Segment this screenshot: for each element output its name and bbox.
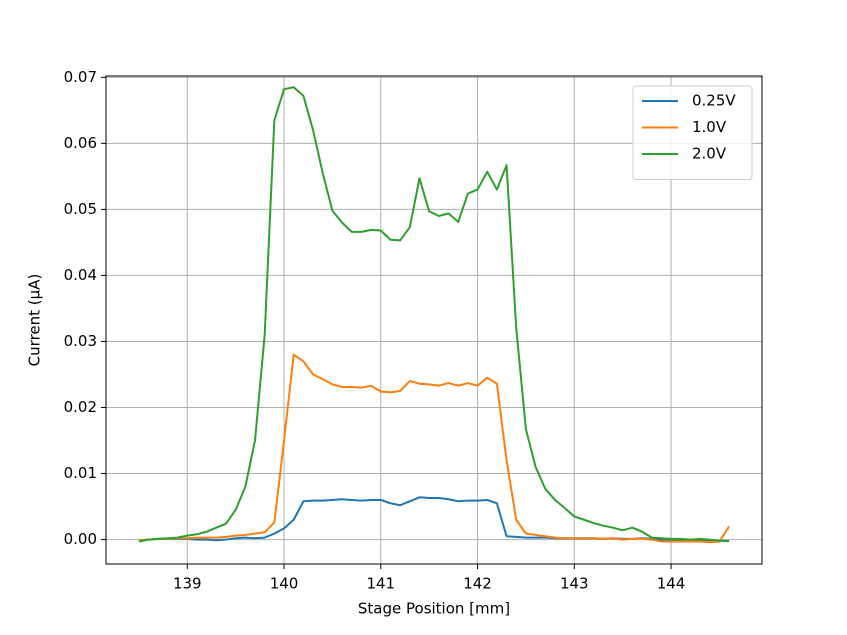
y-tick-label: 0.01 xyxy=(64,464,97,482)
data-line xyxy=(138,353,730,544)
x-tick-label: 139 xyxy=(173,575,202,593)
y-tick-label: 0.07 xyxy=(64,68,97,86)
y-tick-label: 0.06 xyxy=(64,134,97,152)
y-tick-label: 0.04 xyxy=(64,266,97,284)
y-tick-label: 0.05 xyxy=(64,200,97,218)
x-axis-label: Stage Position [mm] xyxy=(358,600,510,618)
data-line xyxy=(138,496,730,542)
plot-frame xyxy=(105,75,763,565)
y-tick-label: 0.02 xyxy=(64,398,97,416)
x-tick-label: 143 xyxy=(560,575,589,593)
legend-label: 1.0V xyxy=(692,118,727,136)
legend-label: 2.0V xyxy=(692,145,727,163)
legend-box xyxy=(632,85,753,180)
y-axis-label: Current (µA) xyxy=(26,274,44,367)
y-tick-label: 0.03 xyxy=(64,332,97,350)
x-tick-label: 144 xyxy=(657,575,686,593)
data-line xyxy=(138,86,730,543)
x-tick-label: 141 xyxy=(366,575,395,593)
x-tick-label: 140 xyxy=(270,575,299,593)
legend-label: 0.25V xyxy=(692,92,736,110)
x-tick-label: 142 xyxy=(463,575,492,593)
y-tick-label: 0.00 xyxy=(64,530,97,548)
